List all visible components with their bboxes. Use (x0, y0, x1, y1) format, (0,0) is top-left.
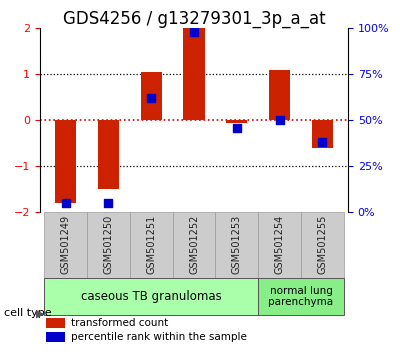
Text: transformed count: transformed count (71, 318, 168, 328)
Point (105, 200, 112, 206)
Bar (183, 28, 205, 120)
Text: GSM501255: GSM501255 (317, 215, 327, 274)
Bar (46, 318, 65, 328)
Text: GSM501254: GSM501254 (274, 215, 284, 274)
Point (148, 96, 154, 101)
Bar (269, 70, 290, 120)
Point (234, 125, 240, 131)
Text: ▶: ▶ (36, 308, 44, 318)
Bar (215, 212, 258, 278)
Title: GDS4256 / g13279301_3p_a_at: GDS4256 / g13279301_3p_a_at (63, 10, 325, 28)
Text: GSM501250: GSM501250 (104, 215, 114, 274)
Text: GSM501253: GSM501253 (232, 215, 242, 274)
Text: cell type: cell type (4, 308, 52, 318)
Point (62, 200, 69, 206)
Text: GSM501251: GSM501251 (146, 215, 156, 274)
Text: caseous TB granulomas: caseous TB granulomas (81, 290, 222, 303)
Text: normal lung
parenchyma: normal lung parenchyma (268, 286, 334, 307)
Bar (44, 212, 87, 278)
Bar (55, 120, 76, 203)
Bar (226, 120, 248, 123)
Bar (258, 278, 344, 315)
Point (319, 139, 326, 145)
Bar (130, 212, 173, 278)
Bar (312, 120, 333, 148)
Bar (46, 332, 65, 342)
Bar (173, 212, 215, 278)
Bar (87, 212, 130, 278)
Text: GSM501252: GSM501252 (189, 215, 199, 274)
Text: GSM501249: GSM501249 (61, 215, 71, 274)
Bar (301, 212, 344, 278)
Text: percentile rank within the sample: percentile rank within the sample (71, 332, 247, 342)
Bar (98, 120, 119, 189)
Point (276, 118, 283, 123)
Bar (140, 72, 162, 120)
Bar (258, 212, 301, 278)
Point (191, 29, 197, 35)
Bar (44, 278, 258, 315)
